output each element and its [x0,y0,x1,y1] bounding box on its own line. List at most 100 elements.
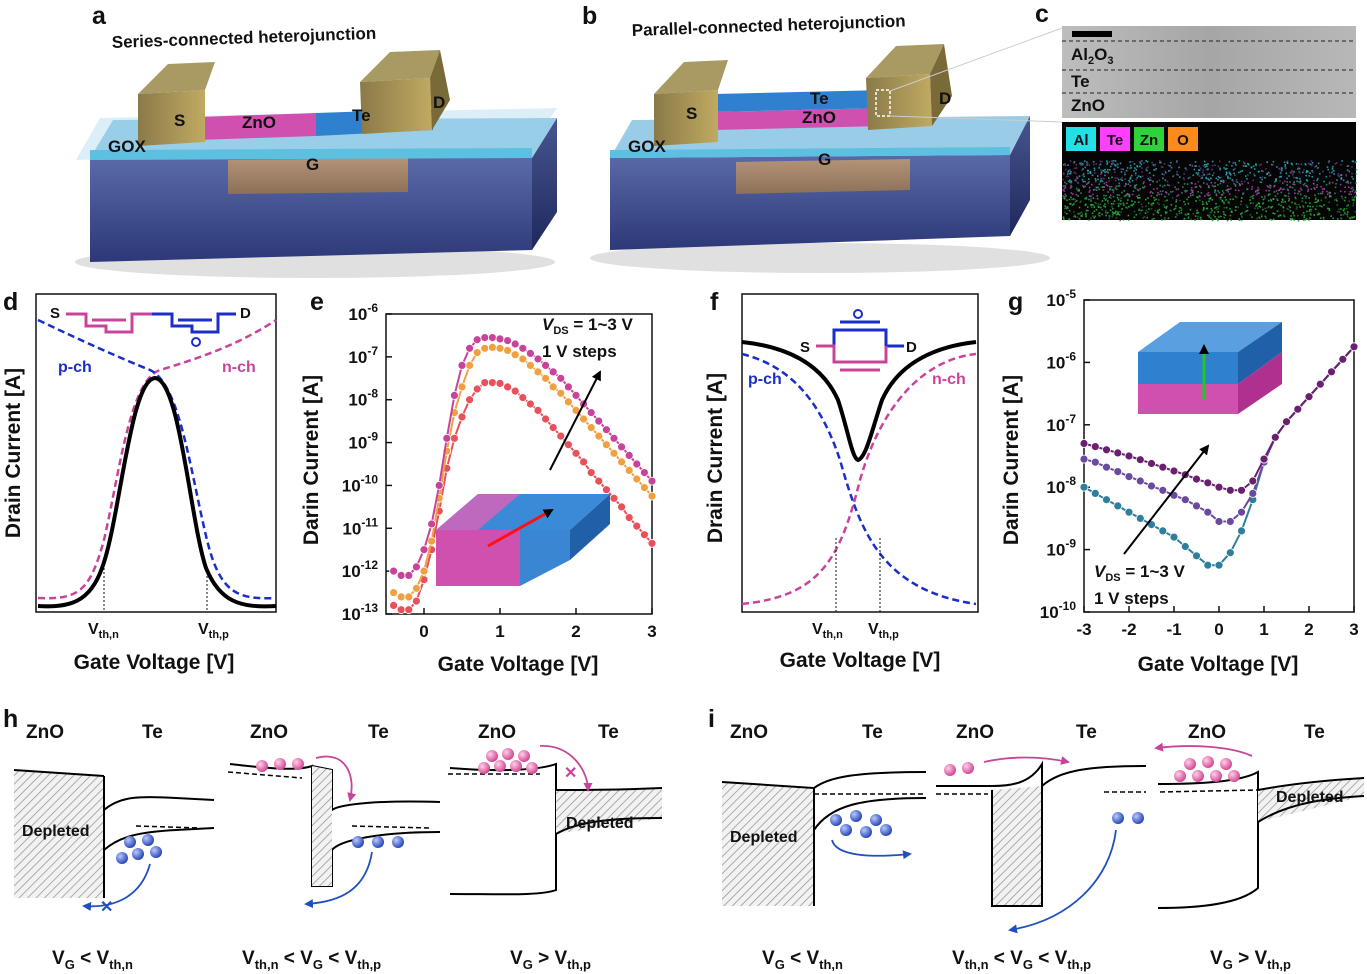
band-i-state2: ZnO Te [936,722,1147,934]
data-point [495,334,505,344]
band-h3-te-label: Te [598,722,619,743]
band-diagrams-i: i ZnO Te Depleted ZnO Te [708,705,1365,972]
data-point [533,354,543,364]
device-b-drain-label: D [939,89,951,108]
data-point [457,360,467,370]
data-point [1338,354,1348,364]
data-point [632,474,642,484]
data-point [1169,532,1179,542]
data-point [1248,476,1258,486]
data-point [1225,517,1235,526]
device-a-drain-label: D [433,93,445,112]
band-h-state3: ZnO Te Depleted ✕ [448,722,663,896]
panel-d-source-label: S [50,305,60,322]
data-point [1203,560,1213,570]
data-point [1293,404,1303,414]
data-point [594,476,604,486]
device-a-zno-label: ZnO [242,113,276,132]
data-point [427,536,437,546]
panel-d-pch-curve [37,318,277,600]
data-point [624,450,634,460]
y-tick-label: 10-8 [348,387,378,410]
data-point [548,367,558,377]
data-point [1192,474,1201,484]
y-tick-label: 10-6 [348,301,378,324]
data-point [1225,485,1235,495]
tem-panel: c Al2O3 Te ZnO Al Te Zn O [1035,0,1358,222]
data-point [1237,485,1246,495]
device-b-source-label: S [686,104,697,123]
data-point [602,440,611,450]
data-point [510,350,520,360]
data-point [510,339,520,349]
eds-legend-label: Te [1107,132,1123,149]
data-point [647,476,657,486]
band-h1-condition: VG < Vth,n [52,948,133,972]
panel-d-vthn: Vth,n [88,621,119,641]
data-point [632,459,642,469]
y-tick-label: 10-9 [1046,537,1076,560]
panel-f-pch-curve [741,352,977,606]
data-point [533,405,543,415]
data-point [1237,507,1246,517]
data-point [541,373,550,383]
eds-legend-swatch [1134,127,1164,151]
data-point [1282,417,1291,427]
panel-g-inset-block [1138,322,1282,414]
panel-d-circuit-schematic: S D [50,305,251,347]
device-a-title: Series-connected heterojunction [111,24,376,52]
data-point [1203,507,1213,517]
data-point [1135,514,1145,523]
data-point [503,345,513,355]
data-point [480,333,490,343]
data-point [609,448,619,458]
data-point [548,382,558,392]
data-point [526,399,535,409]
panel-f-frame [741,293,979,613]
data-point [487,333,497,343]
data-point [617,442,626,452]
data-point [624,513,634,522]
data-point [472,384,482,394]
panel-e-xlabel: Gate Voltage [V] [438,653,599,676]
data-point [1135,455,1145,465]
data-point [1315,379,1325,389]
data-point [1079,454,1089,464]
data-point [556,373,566,383]
data-point [556,431,566,441]
data-point [411,583,421,593]
data-point [624,465,634,475]
data-point [1203,478,1213,488]
band-i3-te-label: Te [1304,722,1325,743]
panel-e-steps-label: 1 V steps [542,342,617,361]
y-tick-label: 10-7 [348,344,378,367]
data-point [457,412,467,422]
panel-label-g: g [1008,288,1023,316]
data-point [495,378,505,388]
panel-d-total-curve [37,375,277,609]
data-point [526,348,535,358]
data-point [541,360,550,370]
data-point [1180,542,1190,551]
data-point [503,336,513,346]
band-h1-depleted-label: Depleted [22,823,90,840]
data-point [434,480,444,490]
data-point [411,596,421,606]
data-point [1158,526,1168,536]
data-point [564,382,573,392]
y-tick-label: 10-12 [342,558,379,581]
data-point [518,354,528,364]
x-tick-label: 0 [1214,620,1223,639]
panel-d-nch-label: n-ch [222,359,256,376]
x-tick-label: -3 [1076,620,1091,639]
panel-label-h: h [3,705,18,733]
panel-f-drain-label: D [906,339,917,356]
data-point [640,468,649,478]
data-point [647,491,657,501]
device-b: b Parallel-connected heterojunction S Te… [582,2,1063,273]
eds-legend-label: Al [1074,132,1089,149]
data-point [609,433,619,443]
panel-d-ylabel: Drain Current [A] [2,368,25,538]
panel-d-nch-curve [37,318,277,600]
band-diagrams-h: h ZnO Te Depleted ✕ ZnO Te [3,705,663,972]
